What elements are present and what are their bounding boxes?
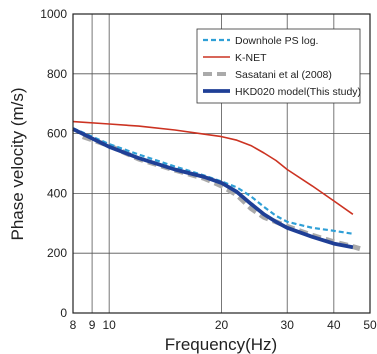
x-tick-label: 20 xyxy=(215,318,229,332)
x-tick-label: 30 xyxy=(281,318,295,332)
x-tick-label: 9 xyxy=(89,318,96,332)
legend-box xyxy=(196,28,361,104)
x-tick-label: 8 xyxy=(70,318,77,332)
legend-label: Sasatani et al (2008) xyxy=(235,69,332,81)
legend: Downhole PS log. K-NET Sasatani et al (200… xyxy=(196,28,361,104)
x-axis-label: Frequency(Hz) xyxy=(165,335,277,354)
plot-frame xyxy=(72,13,371,314)
y-tick-label: 200 xyxy=(47,246,67,260)
y-axis-label: Phase velocity (m/s) xyxy=(8,87,27,240)
x-tick-label: 10 xyxy=(102,318,116,332)
y-tick-label: 600 xyxy=(47,127,67,141)
x-tick-label: 40 xyxy=(327,318,341,332)
series-layer xyxy=(72,120,361,252)
y-tick-label: 1000 xyxy=(40,7,67,21)
legend-label: Downhole PS log. xyxy=(235,35,318,47)
series-line-1 xyxy=(72,127,354,235)
y-tick-label: 400 xyxy=(47,186,67,200)
y-tick-label: 0 xyxy=(60,306,67,320)
x-tick-label: 50 xyxy=(363,318,377,332)
legend-label: K-NET xyxy=(235,52,267,64)
series-line-2 xyxy=(72,120,354,215)
legend-label: HKD020 model(This study) xyxy=(235,86,361,98)
y-tick-label: 800 xyxy=(47,67,67,81)
series-line-4 xyxy=(72,127,354,250)
tick-layer: 0 200 400 600 800 1000 8 9 10 20 30 40 50 xyxy=(40,7,377,332)
